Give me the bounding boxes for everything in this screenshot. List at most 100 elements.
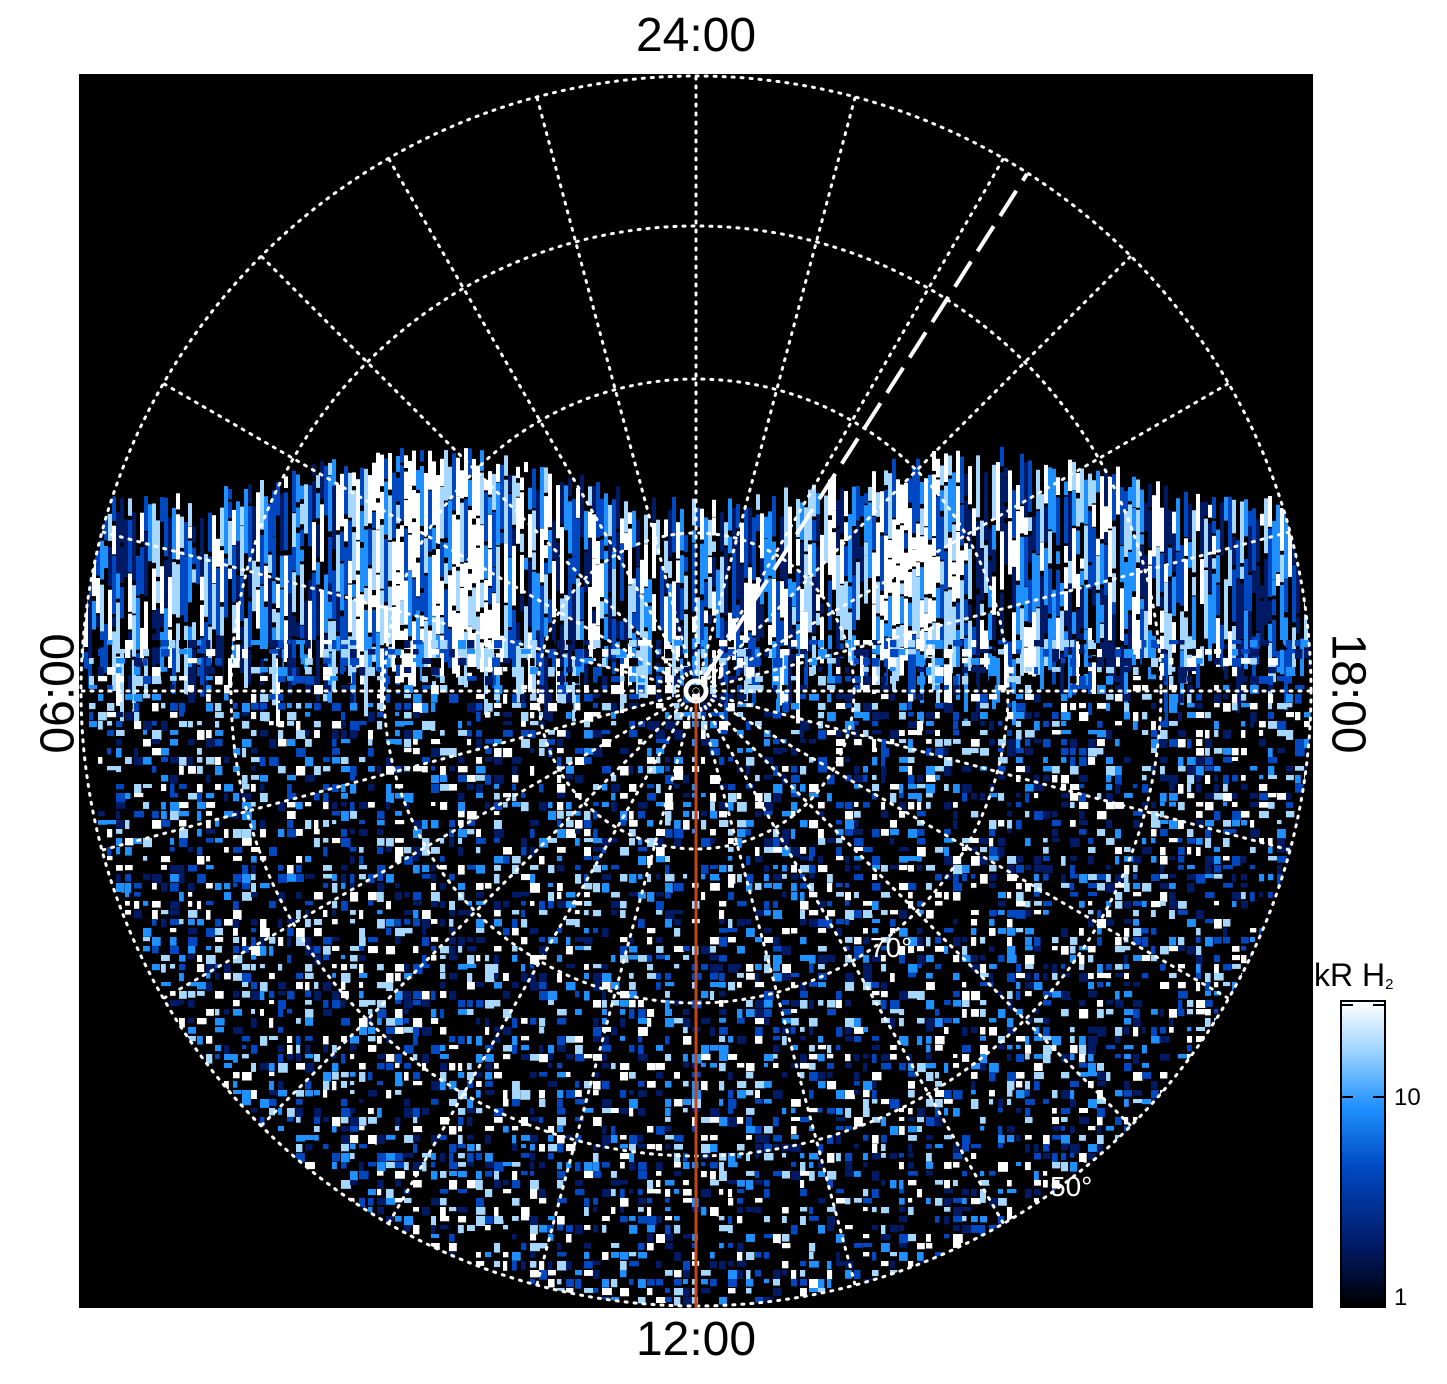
emission-streak [280, 493, 284, 552]
emission-speckle [1079, 829, 1087, 835]
emission-speckle [1133, 865, 1138, 873]
emission-speckle [1187, 766, 1197, 776]
emission-speckle [962, 712, 969, 719]
emission-speckle [206, 676, 213, 681]
emission-speckle [584, 730, 593, 739]
emission-speckle [1133, 856, 1142, 864]
emission-speckle [1133, 685, 1141, 692]
emission-speckle [566, 946, 573, 955]
emission-streak [464, 499, 468, 561]
emission-speckle [1016, 784, 1021, 793]
emission-speckle [944, 748, 949, 756]
emission-streak [1196, 655, 1200, 688]
emission-speckle [638, 838, 643, 845]
emission-streak [160, 497, 164, 522]
emission-speckle [827, 649, 832, 654]
emission-speckle [1259, 676, 1269, 684]
emission-streak [952, 472, 956, 522]
emission-speckle [413, 919, 420, 927]
emission-speckle [1016, 928, 1024, 933]
emission-speckle [980, 955, 986, 961]
emission-speckle [188, 865, 198, 872]
emission-speckle [1124, 901, 1132, 909]
emission-speckle [584, 640, 590, 645]
emission-streak [164, 658, 168, 694]
emission-speckle [1088, 865, 1094, 875]
emission-speckle [836, 649, 846, 657]
emission-speckle [584, 910, 589, 916]
emission-speckle [656, 946, 664, 953]
emission-speckle [1151, 802, 1156, 808]
emission-speckle [584, 829, 591, 837]
emission-speckle [1061, 973, 1070, 978]
emission-streak [140, 627, 144, 662]
emission-streak [1240, 501, 1244, 563]
emission-streak [1228, 549, 1232, 586]
emission-speckle [143, 901, 149, 906]
emission-speckle [755, 928, 761, 938]
emission-streak [1124, 511, 1128, 557]
emission-speckle [1034, 901, 1042, 906]
emission-streak [976, 656, 980, 712]
emission-speckle [476, 883, 484, 890]
emission-speckle [1169, 1009, 1178, 1018]
emission-streak [128, 573, 132, 612]
emission-speckle [512, 847, 518, 852]
emission-streak [228, 501, 232, 519]
emission-speckle [170, 847, 175, 852]
emission-streak [1148, 550, 1152, 565]
emission-speckle [116, 766, 122, 773]
emission-speckle [134, 811, 144, 818]
emission-streak [312, 481, 316, 520]
emission-speckle [251, 676, 260, 685]
emission-streak [1024, 536, 1028, 587]
emission-streak [872, 516, 876, 550]
emission-speckle [476, 982, 484, 988]
emission-speckle [728, 964, 738, 973]
emission-speckle [998, 730, 1004, 738]
emission-streak [352, 599, 356, 660]
emission-speckle [746, 874, 754, 883]
emission-speckle [719, 964, 723, 972]
emission-speckle [341, 865, 348, 871]
emission-speckle [413, 766, 422, 772]
emission-streak [1244, 610, 1248, 670]
emission-speckle [620, 982, 627, 992]
emission-speckle [170, 775, 178, 784]
emission-speckle [1088, 991, 1097, 998]
emission-streak [204, 508, 208, 551]
emission-speckle [836, 739, 846, 746]
emission-streak [108, 546, 112, 587]
emission-speckle [1169, 838, 1178, 843]
emission-speckle [755, 964, 762, 970]
emission-speckle [152, 721, 157, 726]
emission-speckle [710, 874, 720, 881]
emission-speckle [962, 991, 970, 1001]
emission-speckle [980, 667, 987, 674]
emission-speckle [908, 649, 916, 655]
emission-speckle [557, 685, 567, 694]
emission-speckle [611, 658, 617, 663]
emission-streak [616, 531, 620, 556]
emission-speckle [971, 991, 981, 1001]
emission-speckle [962, 865, 970, 873]
emission-speckle [854, 748, 863, 757]
emission-streak [1292, 565, 1296, 623]
emission-speckle [368, 1009, 373, 1015]
emission-speckle [998, 685, 1007, 691]
emission-speckle [467, 955, 475, 965]
emission-streak [1152, 635, 1156, 680]
emission-speckle [314, 946, 321, 954]
emission-streak [756, 494, 760, 510]
emission-speckle [719, 973, 725, 981]
emission-speckle [674, 829, 684, 839]
emission-speckle [1250, 775, 1259, 782]
emission-streak [652, 497, 656, 522]
emission-speckle [998, 775, 1006, 780]
emission-speckle [494, 820, 502, 830]
emission-speckle [1259, 874, 1265, 882]
emission-streak [892, 458, 896, 518]
emission-streak [172, 507, 176, 560]
emission-streak [708, 614, 712, 625]
emission-speckle [926, 712, 936, 719]
